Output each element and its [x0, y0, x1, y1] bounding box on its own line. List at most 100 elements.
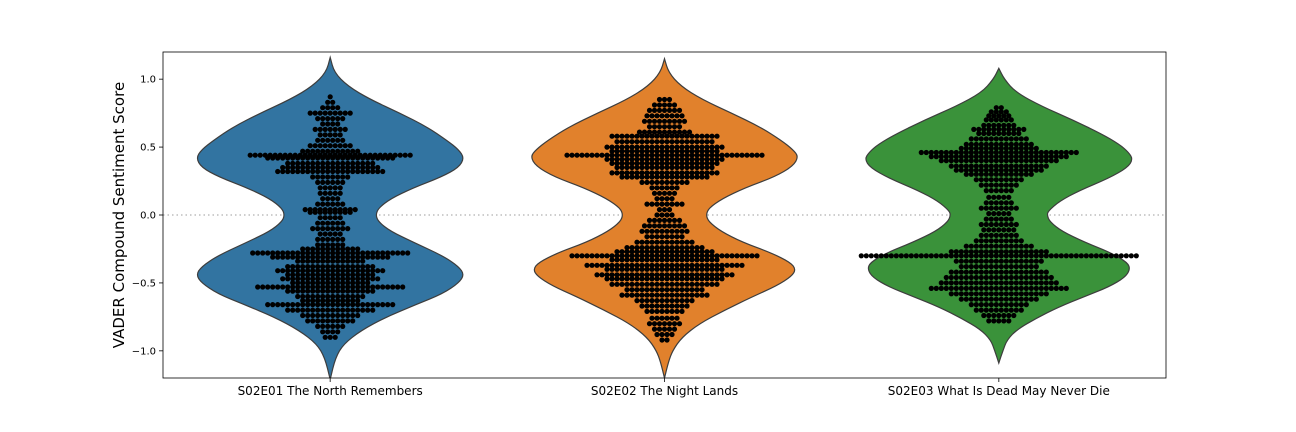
swarm-point: [634, 240, 639, 245]
swarm-point: [305, 259, 310, 264]
swarm-point: [654, 332, 659, 337]
swarm-point: [684, 282, 689, 287]
swarm-point: [664, 240, 669, 245]
swarm-point: [694, 287, 699, 292]
swarm-point: [320, 259, 325, 264]
swarm-point: [684, 240, 689, 245]
swarm-point: [974, 280, 979, 285]
swarm-point: [619, 267, 624, 272]
swarm-point: [944, 280, 949, 285]
swarm-point: [724, 272, 729, 277]
swarm-point: [335, 196, 340, 201]
swarm-point: [1029, 286, 1034, 291]
swarm-point: [629, 293, 634, 298]
swarm-point: [677, 119, 682, 124]
swarm-point: [677, 218, 682, 223]
swarm-point: [1054, 280, 1059, 285]
swarm-point: [654, 185, 659, 190]
swarm-point: [318, 185, 323, 190]
swarm-point: [994, 188, 999, 193]
swarm-point: [333, 215, 338, 220]
swarm-point: [984, 253, 989, 258]
swarm-point: [345, 313, 350, 318]
swarm-point: [709, 282, 714, 287]
swarm-point: [989, 259, 994, 264]
swarm-point: [969, 280, 974, 285]
swarm-point: [248, 153, 253, 158]
swarm-point: [999, 177, 1004, 182]
swarm-point: [1001, 313, 1006, 318]
swarm-point: [979, 183, 984, 188]
swarm-point: [343, 210, 348, 215]
swarm-point: [619, 139, 624, 144]
swarm-point: [609, 161, 614, 166]
swarm-point: [385, 284, 390, 289]
swarm-point: [989, 308, 994, 313]
swarm-point: [1024, 302, 1029, 307]
swarm-point: [310, 313, 315, 318]
swarm-point: [667, 119, 672, 124]
swarm-point: [338, 191, 343, 196]
swarm-point: [1014, 172, 1019, 177]
swarm-point: [979, 222, 984, 227]
swarm-point: [654, 309, 659, 314]
swarm-point: [609, 170, 614, 175]
swarm-point: [959, 286, 964, 291]
swarm-point: [330, 174, 335, 179]
swarm-point: [649, 298, 654, 303]
swarm-point: [335, 180, 340, 185]
swarm-point: [335, 259, 340, 264]
swarm-point: [1029, 172, 1034, 177]
swarm-point: [654, 240, 659, 245]
swarm-point: [340, 308, 345, 313]
swarm-point: [609, 257, 614, 262]
swarm-point: [1009, 233, 1014, 238]
swarm-point: [979, 308, 984, 313]
swarm-point: [310, 289, 315, 294]
swarm-point: [984, 275, 989, 280]
swarm-point: [649, 174, 654, 179]
swarm-point: [335, 221, 340, 226]
swarm-point: [979, 291, 984, 296]
swarm-point: [667, 327, 672, 332]
swarm-point: [986, 318, 991, 323]
swarm-point: [754, 253, 759, 258]
swarm-point: [669, 240, 674, 245]
swarm-point: [325, 174, 330, 179]
swarm-point: [328, 94, 333, 99]
swarm-point: [345, 155, 350, 160]
swarm-point: [1009, 275, 1014, 280]
swarm-point: [674, 316, 679, 321]
swarm-point: [642, 119, 647, 124]
swarm-point: [325, 100, 330, 105]
swarm-point: [1004, 183, 1009, 188]
swarm-point: [1006, 211, 1011, 216]
swarm-point: [275, 284, 280, 289]
swarm-point: [984, 297, 989, 302]
swarm-point: [657, 327, 662, 332]
swarm-point: [959, 259, 964, 264]
swarm-point: [659, 165, 664, 170]
swarm-point: [999, 297, 1004, 302]
swarm-point: [390, 302, 395, 307]
swarm-point: [974, 253, 979, 258]
swarm-point: [672, 119, 677, 124]
swarm-point: [328, 335, 333, 340]
swarm-point: [335, 202, 340, 207]
swarm-point: [1034, 253, 1039, 258]
swarm-point: [684, 293, 689, 298]
swarm-point: [348, 111, 353, 116]
swarm-point: [634, 257, 639, 262]
swarm-point: [629, 282, 634, 287]
swarm-point: [1006, 313, 1011, 318]
swarm-point: [634, 298, 639, 303]
swarm-point: [338, 143, 343, 148]
swarm-point: [1089, 253, 1094, 258]
swarm-point: [318, 127, 323, 132]
swarm-point: [308, 111, 313, 116]
swarm-point: [1009, 136, 1014, 141]
swarm-point: [964, 270, 969, 275]
swarm-point: [335, 329, 340, 334]
swarm-point: [1054, 158, 1059, 163]
swarm-point: [674, 134, 679, 139]
